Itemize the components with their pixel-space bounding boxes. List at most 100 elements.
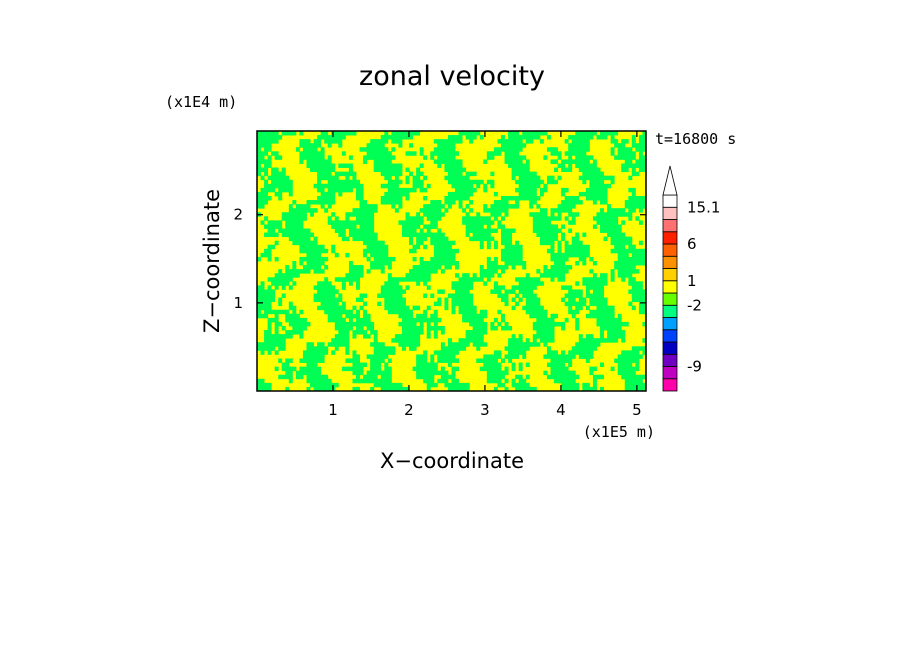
field-cell [394,382,399,388]
field-cell [518,143,523,148]
field-cell [288,330,293,335]
field-cell [285,187,290,193]
field-cell [600,338,604,343]
field-cell [423,309,428,315]
field-cell [469,171,474,177]
field-cell [324,285,329,290]
field-cell [610,313,615,319]
field-cell [419,326,424,331]
field-cell [469,334,474,339]
field-cell [635,261,640,266]
field-cell [313,163,318,168]
field-cell [370,244,375,250]
field-cell [260,293,265,298]
field-cell [589,196,594,201]
field-cell [447,171,452,177]
field-cell [536,196,541,201]
field-cell [373,265,378,270]
field-cell [610,366,615,372]
field-cell [257,135,261,140]
field-cell [274,256,279,262]
field-cell [260,252,265,258]
field-cell [391,196,396,201]
field-cell [447,155,452,160]
field-cell [469,317,474,323]
field-cell [557,155,562,160]
field-cell [271,277,276,282]
field-cell [515,248,520,254]
field-cell [401,313,406,319]
field-cell [306,370,311,376]
field-cell [578,350,583,355]
field-cell [571,204,576,209]
field-cell [387,196,392,201]
field-cell [264,248,269,254]
field-cell [440,354,445,359]
field-cell [391,256,396,262]
field-cell [543,330,548,335]
field-cell [281,232,286,238]
field-cell [511,151,516,156]
field-cell [610,305,615,311]
field-cell [550,338,555,343]
field-cell [451,297,456,303]
field-cell [462,317,467,323]
field-cell [529,212,534,217]
field-cell [285,334,290,339]
field-cell [578,175,583,181]
field-cell [391,183,396,189]
field-cell [465,179,470,185]
field-cell [338,277,343,282]
field-cell [501,358,505,363]
field-cell [398,386,403,391]
field-cell [447,386,452,391]
field-cell [455,159,459,164]
field-cell [447,256,452,262]
field-cell [257,151,261,156]
field-cell [264,342,269,347]
field-cell [564,244,569,250]
field-cell [638,374,643,380]
field-cell [603,191,608,197]
field-cell [373,342,378,347]
field-cell [320,293,325,298]
field-cell [264,293,269,298]
field-cell [433,151,438,156]
field-cell [384,301,389,307]
field-cell [288,358,293,363]
field-cell [596,191,601,197]
field-cell [295,147,300,152]
field-cell [278,179,283,185]
field-cell [628,378,633,384]
field-cell [458,338,463,343]
field-cell [642,200,646,205]
field-cell [571,313,576,319]
field-cell [603,313,608,319]
field-cell [596,293,601,298]
field-cell [497,289,502,294]
field-cell [437,232,442,238]
field-cell [554,378,558,384]
field-cell [440,261,445,266]
field-cell [472,236,477,242]
field-cell [313,252,318,258]
field-cell [317,281,322,286]
field-cell [631,354,636,359]
field-cell [508,151,513,156]
field-cell [568,147,573,152]
field-cell [525,386,530,391]
field-cell [366,224,371,229]
field-cell [387,163,392,168]
field-cell [571,293,576,298]
field-cell [568,309,573,315]
field-cell [334,313,339,319]
field-cell [377,256,382,262]
field-cell [624,261,629,266]
field-cell [543,338,548,343]
field-cell [536,281,541,286]
field-cell [409,277,413,282]
field-cell [320,350,325,355]
colorbar-level [662,329,678,343]
field-cell [430,155,435,160]
field-cell [465,224,470,229]
